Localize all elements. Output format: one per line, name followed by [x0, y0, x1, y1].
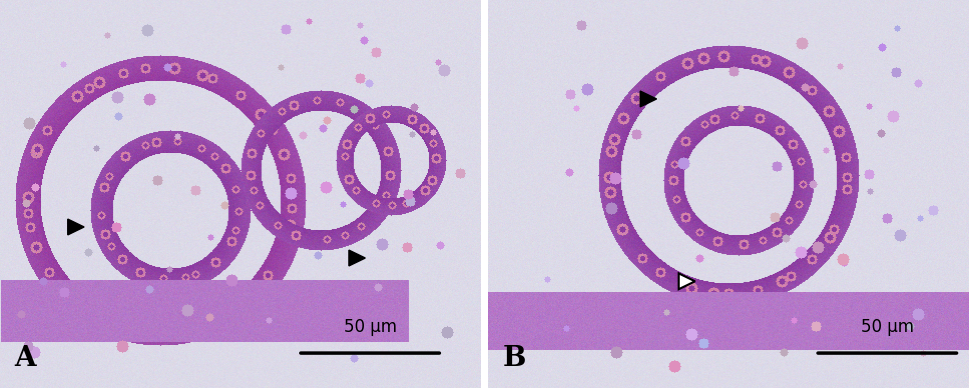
Text: 50 μm: 50 μm: [860, 318, 914, 336]
Text: A: A: [15, 345, 36, 372]
Text: B: B: [503, 345, 526, 372]
Text: 50 μm: 50 μm: [344, 318, 396, 336]
Polygon shape: [678, 274, 695, 289]
Polygon shape: [68, 219, 84, 235]
Polygon shape: [349, 250, 365, 266]
Polygon shape: [641, 91, 657, 107]
